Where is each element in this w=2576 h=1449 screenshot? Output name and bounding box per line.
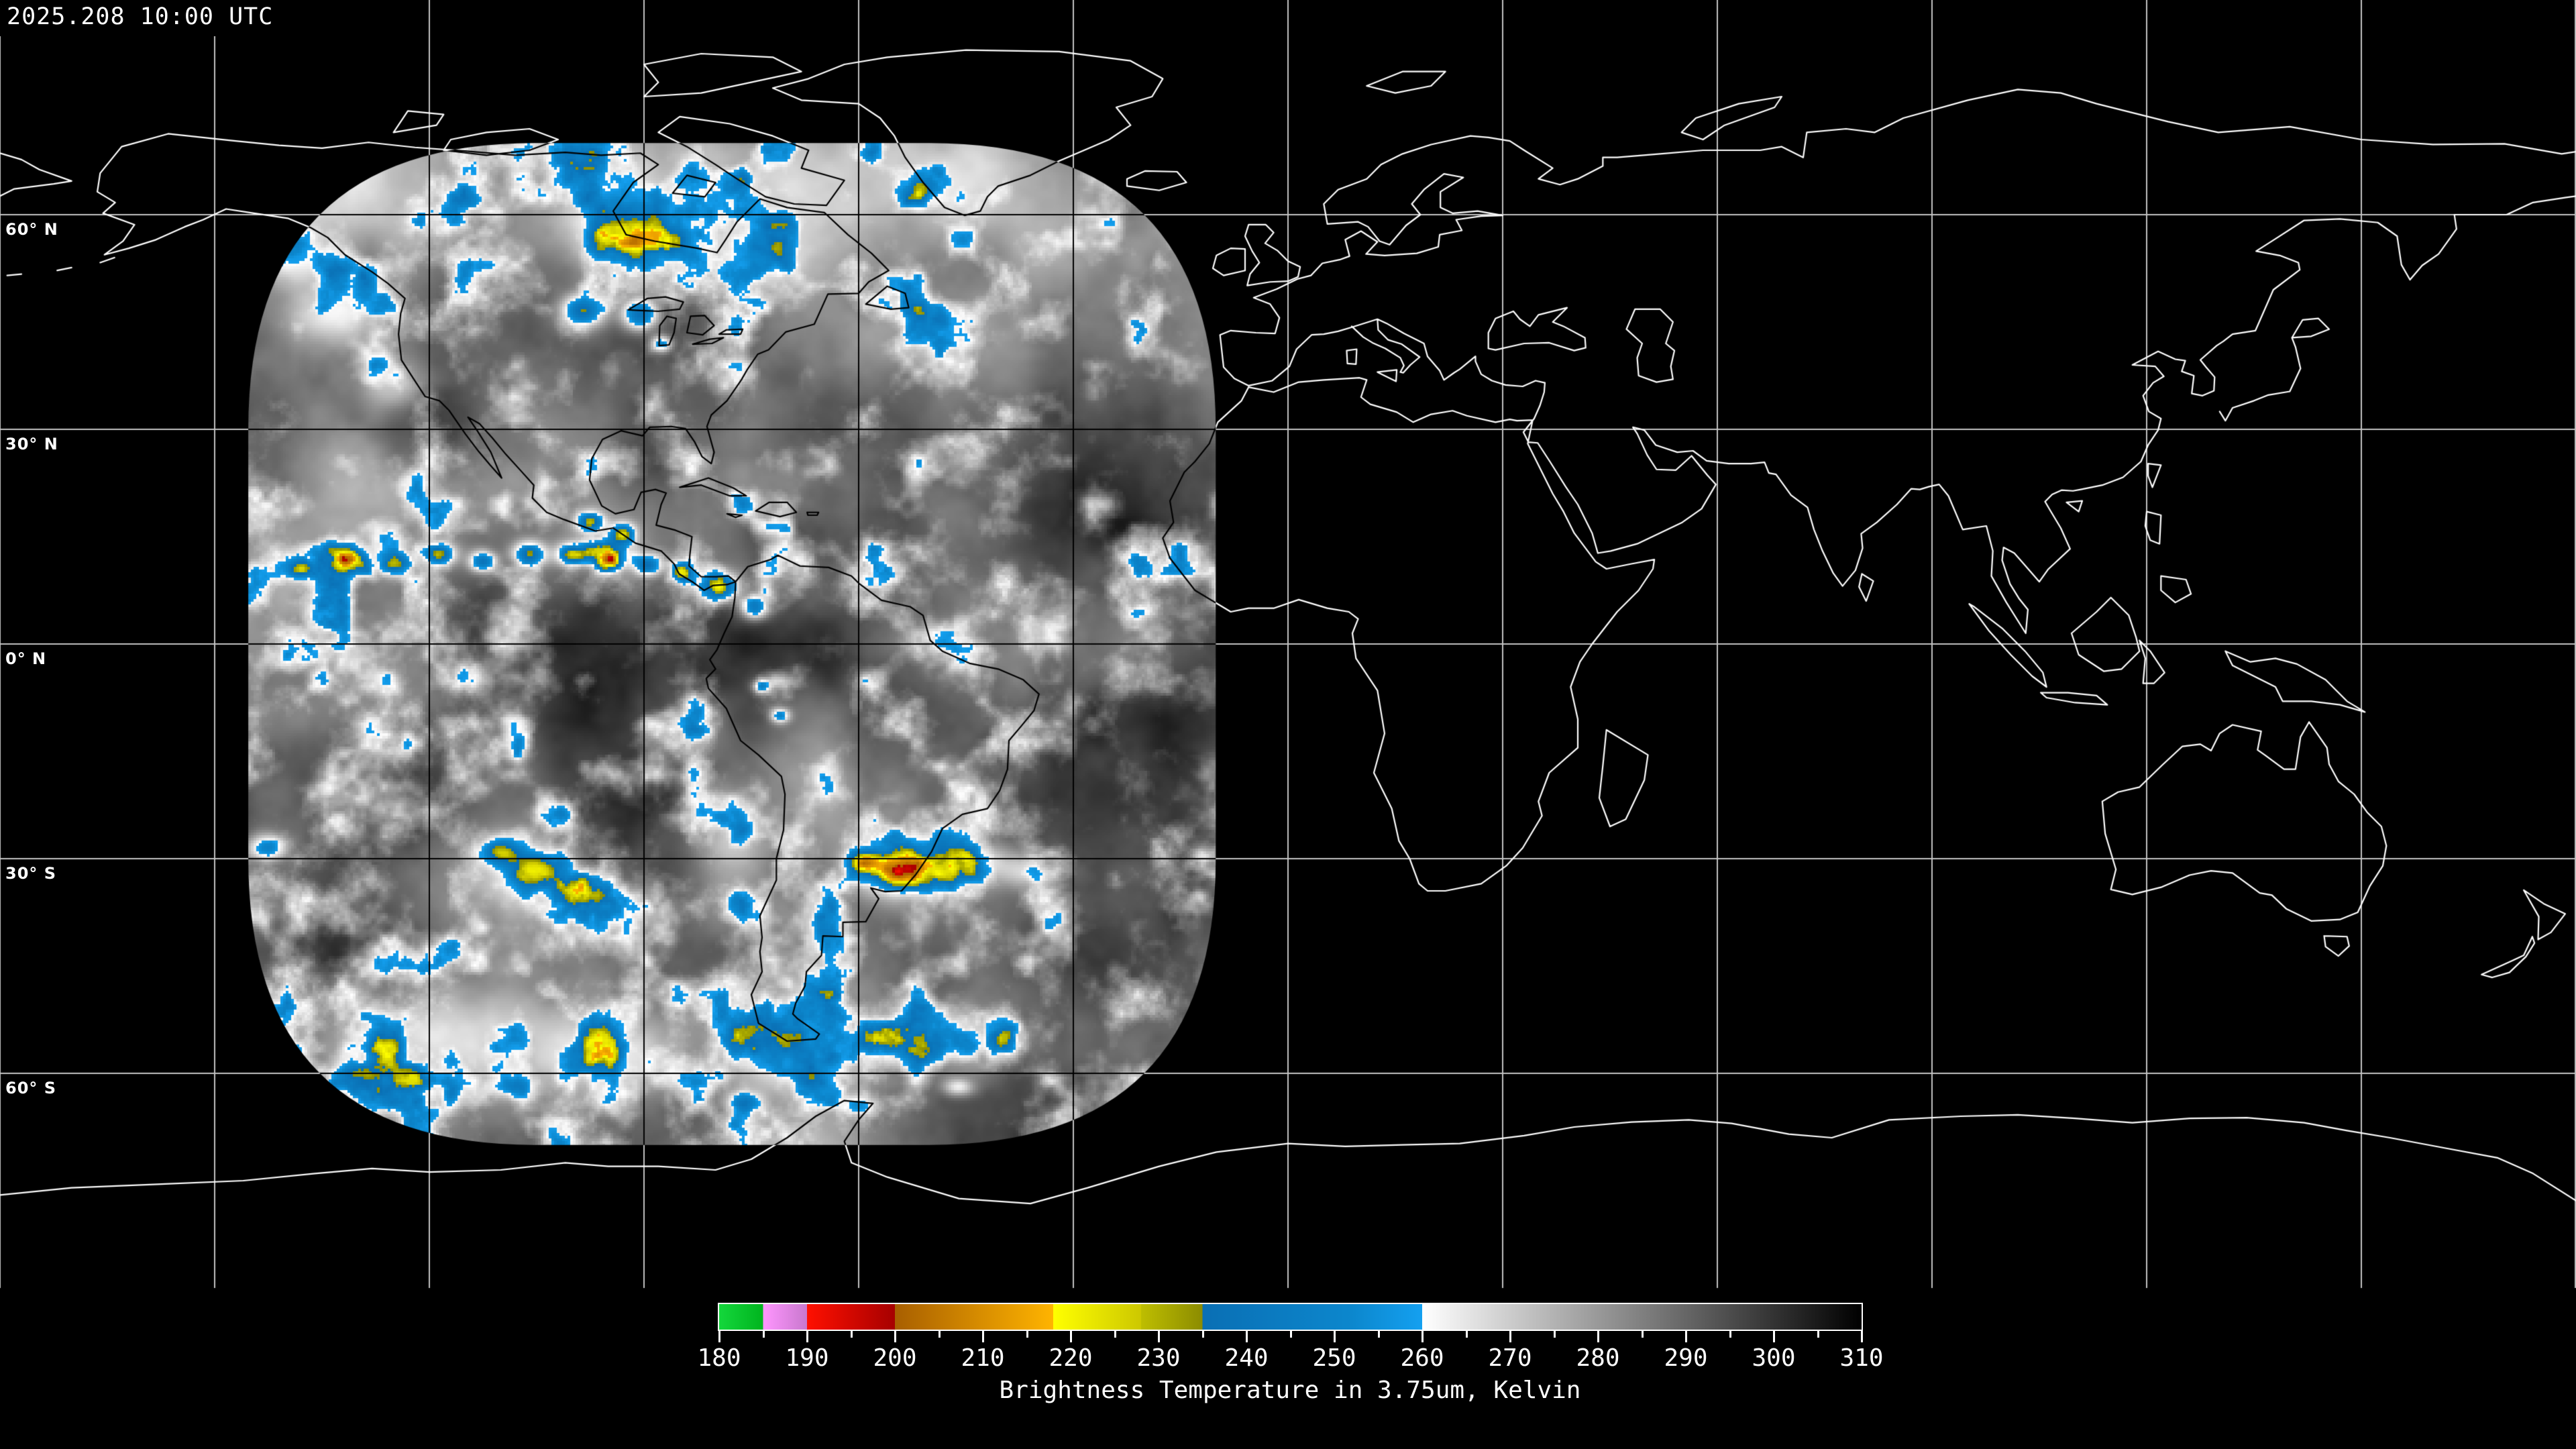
colorbar-tick-label: 210 xyxy=(961,1344,1005,1372)
colorbar-minor-tick xyxy=(1553,1331,1556,1338)
colorbar-minor-tick xyxy=(1729,1331,1731,1338)
latitude-label: 60° S xyxy=(5,1079,57,1097)
colorbar-minor-tick xyxy=(762,1331,765,1338)
colorbar-tick-label: 250 xyxy=(1312,1344,1356,1372)
colorbar-tick-label: 190 xyxy=(785,1344,829,1372)
colorbar-minor-tick xyxy=(1114,1331,1116,1338)
colorbar-minor-tick xyxy=(1817,1331,1819,1338)
colorbar-tick-label: 310 xyxy=(1839,1344,1884,1372)
colorbar-major-tick xyxy=(1773,1331,1775,1342)
colorbar-minor-tick xyxy=(1289,1331,1292,1338)
colorbar-minor-tick xyxy=(1641,1331,1644,1338)
latitude-label: 60° N xyxy=(5,220,58,239)
colorbar-title: Brightness Temperature in 3.75um, Kelvin xyxy=(999,1377,1581,1404)
timestamp: 2025.208 10:00 UTC xyxy=(0,0,287,36)
colorbar-tick-label: 200 xyxy=(873,1344,917,1372)
colorbar-major-tick xyxy=(1861,1331,1863,1342)
colorbar-major-tick xyxy=(894,1331,896,1342)
colorbar-tick-label: 290 xyxy=(1664,1344,1708,1372)
colorbar-major-tick xyxy=(1509,1331,1511,1342)
latitude-label: 30° N xyxy=(5,435,58,453)
colorbar-minor-tick xyxy=(1201,1331,1204,1338)
colorbar-major-tick xyxy=(1685,1331,1687,1342)
colorbar-tick-label: 300 xyxy=(1752,1344,1796,1372)
colorbar-major-tick xyxy=(1421,1331,1424,1342)
colorbar-tick-label: 230 xyxy=(1136,1344,1181,1372)
colorbar-major-tick xyxy=(1334,1331,1336,1342)
colorbar-tick-label: 220 xyxy=(1049,1344,1093,1372)
colorbar-major-tick xyxy=(1070,1331,1072,1342)
colorbar-major-tick xyxy=(718,1331,720,1342)
colorbar-minor-tick xyxy=(1377,1331,1380,1338)
colorbar-minor-tick xyxy=(1026,1331,1028,1338)
colorbar-tick-label: 270 xyxy=(1488,1344,1532,1372)
colorbar-gradient-bar xyxy=(718,1303,1863,1331)
colorbar-minor-tick xyxy=(850,1331,853,1338)
colorbar-tick-label: 180 xyxy=(697,1344,741,1372)
latitude-label: 30° S xyxy=(5,864,57,883)
latitude-label: 0° N xyxy=(5,649,47,668)
colorbar-major-tick xyxy=(982,1331,984,1342)
colorbar-tick-label: 280 xyxy=(1576,1344,1620,1372)
colorbar-major-tick xyxy=(1158,1331,1160,1342)
colorbar-minor-tick xyxy=(938,1331,941,1338)
colorbar-tick-label: 240 xyxy=(1224,1344,1269,1372)
colorbar-major-tick xyxy=(806,1331,808,1342)
colorbar-major-tick xyxy=(1246,1331,1248,1342)
colorbar-minor-tick xyxy=(1465,1331,1468,1338)
colorbar-major-tick xyxy=(1597,1331,1599,1342)
colorbar-tick-label: 260 xyxy=(1400,1344,1444,1372)
